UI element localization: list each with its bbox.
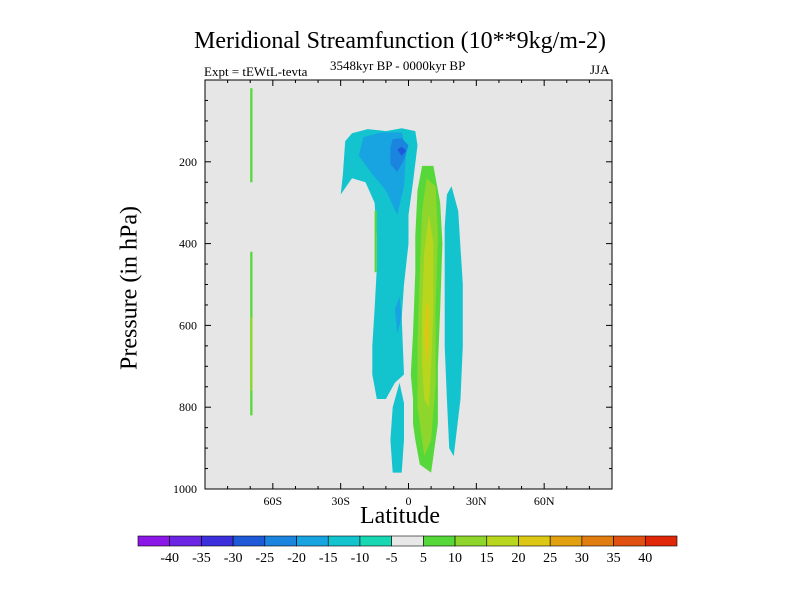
- colorbar: -40 -35 -30 -25 -20 -15 -10 -5 5 10 15 20 25 30 35 40: [137, 535, 678, 566]
- colorbar-swatch: [391, 535, 424, 547]
- colorbar-label: -25: [255, 551, 274, 566]
- contour-region-pos-60S-line-5: [250, 88, 253, 183]
- colorbar-label: 5: [420, 551, 427, 566]
- contour-region-pos-main-20: [424, 300, 429, 367]
- x-axis-label: Latitude: [360, 503, 440, 529]
- season-label: JJA: [590, 62, 610, 77]
- colorbar-label: 35: [607, 551, 621, 566]
- plot-area: [205, 80, 612, 489]
- colorbar-label: 20: [511, 551, 525, 566]
- colorbar-label: -35: [192, 551, 211, 566]
- x-tick-label: 30S: [331, 494, 350, 508]
- experiment-label: Expt = tEWtL-tevta: [204, 64, 308, 79]
- axes: 60S 30S 0 30N 60N 200 400 600 800 1000: [173, 79, 613, 508]
- y-tick-label: 200: [179, 155, 197, 169]
- colorbar-label: 25: [543, 551, 557, 566]
- contour-region-neg-blob-mid-20: [394, 296, 402, 334]
- colorbar-swatch: [264, 535, 297, 547]
- y-tick-label: 600: [179, 318, 197, 332]
- chart-subtitle: 3548kyr BP - 0000kyr BP: [330, 58, 466, 73]
- x-tick-label: 0: [406, 494, 412, 508]
- x-tick-label: 30N: [466, 494, 487, 508]
- contour-region-neg-north-15: [444, 186, 463, 457]
- contour-region-pos-60S-lower-10: [250, 317, 253, 391]
- colorbar-label: -40: [160, 551, 179, 566]
- colorbar-swatch: [169, 535, 202, 547]
- colorbar-label: -20: [287, 551, 306, 566]
- colorbar-swatch: [549, 535, 583, 547]
- contour-region-pos-15S-5: [374, 210, 377, 273]
- colorbar-swatch: [296, 535, 329, 547]
- colorbar-label: 40: [638, 551, 652, 566]
- colorbar-swatch: [486, 535, 519, 547]
- colorbar-label: -15: [319, 551, 338, 566]
- contour-region-neg-cell-upper-30: [397, 146, 407, 156]
- y-tick-label: 1000: [173, 482, 197, 496]
- colorbar-swatch: [201, 535, 234, 547]
- y-tick-label: 800: [179, 400, 197, 414]
- x-tick-label: 60S: [263, 494, 282, 508]
- colorbar-swatch: [613, 535, 646, 547]
- colorbar-swatch: [423, 535, 456, 547]
- colorbar-swatch: [581, 535, 614, 547]
- colorbar-label: 30: [575, 551, 589, 566]
- colorbar-swatch: [137, 535, 171, 547]
- colorbar-label: 15: [480, 551, 494, 566]
- colorbar-swatch: [359, 535, 392, 547]
- colorbar-label: 10: [448, 551, 462, 566]
- y-tick-label: 400: [179, 237, 197, 251]
- colorbar-label: -10: [351, 551, 370, 566]
- colorbar-swatch: [232, 535, 266, 547]
- colorbar-swatch: [644, 535, 678, 547]
- colorbar-swatch: [454, 535, 488, 547]
- x-tick-label: 60N: [534, 494, 555, 508]
- colorbar-label: -30: [224, 551, 243, 566]
- contour-region-neg-cell-upper-25: [390, 138, 409, 172]
- colorbar-label: -5: [386, 551, 398, 566]
- colorbar-swatch: [327, 535, 361, 547]
- colorbar-swatch: [518, 535, 551, 547]
- contour-region-neg-lower-15: [390, 382, 404, 473]
- chart-title: Meridional Streamfunction (10**9kg/m-2): [194, 28, 606, 54]
